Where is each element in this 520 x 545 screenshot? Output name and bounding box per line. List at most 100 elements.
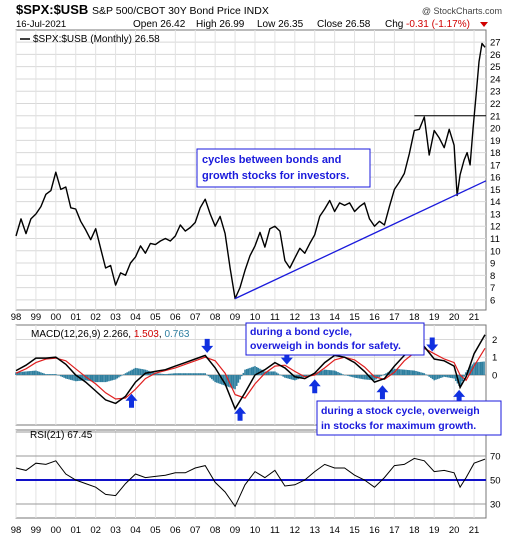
macd-histogram-bar: [166, 373, 168, 375]
macd-histogram-bar: [38, 371, 41, 375]
macd-histogram-bar: [446, 375, 449, 378]
price-x-tick-label: 11: [270, 312, 280, 323]
macd-histogram-bar: [272, 371, 275, 375]
macd-histogram-bar: [156, 373, 158, 375]
macd-histogram-bar: [55, 374, 57, 375]
macd-histogram-bar: [350, 375, 353, 377]
macd-histogram-bar: [28, 371, 31, 375]
macd-histogram-bar: [294, 375, 296, 381]
bottom-x-tick-label: 11: [270, 525, 280, 536]
macd-histogram-bar: [430, 375, 432, 378]
macd-histogram-bar: [206, 374, 208, 376]
macd-histogram-bar: [401, 369, 404, 375]
macd-histogram-bar: [179, 373, 182, 375]
down-arrow-icon: [426, 337, 439, 352]
macd-value: 2.266: [103, 329, 128, 340]
price-y-tick-label: 18: [490, 148, 501, 159]
macd-histogram-bar: [307, 375, 309, 376]
macd-histogram-bar: [426, 375, 429, 376]
macd-histogram-bar: [184, 373, 187, 375]
macd-histogram-bar: [84, 375, 87, 381]
price-x-tick-label: 06: [170, 312, 181, 323]
macd-histogram-bar: [476, 362, 479, 375]
macd-histogram-bar: [279, 374, 281, 376]
macd-histogram-bar: [33, 370, 36, 375]
bond-cycle-note-line1: during a bond cycle,: [250, 326, 352, 338]
macd-histogram-bar: [400, 369, 402, 375]
macd-histogram-bar: [416, 371, 419, 375]
macd-histogram-bar: [229, 375, 231, 388]
macd-histogram-bar: [381, 375, 384, 376]
macd-histogram-bar: [144, 369, 147, 375]
macd-histogram-bar: [468, 368, 470, 375]
macd-histogram-bar: [365, 375, 367, 380]
macd-histogram-bar: [51, 374, 54, 375]
price-x-tick-label: 02: [90, 312, 101, 323]
macd-histogram-bar: [260, 369, 263, 375]
price-x-tick-label: 04: [130, 312, 141, 323]
price-y-tick-label: 26: [490, 50, 501, 61]
macd-histogram-bar: [411, 370, 414, 375]
macd-histogram-bar: [142, 369, 145, 375]
macd-histogram-bar: [340, 373, 343, 375]
macd-histogram-bar: [347, 375, 349, 376]
macd-histogram-bar: [481, 361, 484, 375]
macd-histogram-bar: [230, 375, 233, 389]
bottom-x-tick-label: 14: [329, 525, 340, 536]
price-y-tick-label: 21: [490, 111, 501, 122]
macd-histogram-bar: [209, 375, 211, 378]
macd-histogram-bar: [30, 371, 32, 375]
macd-histogram-bar: [240, 375, 243, 377]
macd-histogram-bar: [128, 371, 130, 375]
macd-histogram-bar: [418, 371, 421, 375]
macd-histogram-bar: [423, 373, 426, 375]
macd-histogram-bar: [383, 374, 386, 375]
macd-histogram-bar: [337, 372, 339, 375]
macd-histogram-bar: [103, 375, 105, 383]
macd-histogram-bar: [275, 372, 278, 375]
price-y-tick-label: 17: [490, 160, 501, 171]
macd-histogram-bar: [89, 375, 92, 382]
macd-histogram-bar: [66, 375, 69, 379]
bottom-x-tick-label: 06: [170, 525, 181, 536]
bottom-x-tick-label: 12: [290, 525, 301, 536]
macd-histogram-bar: [360, 375, 362, 379]
macd-histogram-bar: [108, 375, 110, 382]
price-y-tick-label: 10: [490, 246, 501, 257]
macd-histogram-bar: [31, 370, 34, 375]
macd-histogram-bar: [171, 373, 173, 375]
macd-histogram-bar: [358, 375, 361, 379]
macd-histogram-bar: [254, 366, 256, 375]
macd-histogram-bar: [415, 371, 417, 375]
rsi-gridlines: 90705030: [15, 428, 501, 518]
macd-histogram-bar: [443, 375, 445, 377]
macd-histogram-bar: [50, 374, 52, 375]
macd-histogram-bar: [176, 373, 178, 375]
macd-histogram-bar: [207, 375, 210, 377]
macd-histogram-bar: [433, 375, 436, 381]
rsi-y-tick-label: 50: [490, 476, 501, 487]
macd-histogram-bar: [123, 374, 125, 375]
macd-histogram-bar: [98, 375, 100, 383]
macd-histogram-bar: [182, 373, 185, 375]
stock-cycle-note-line1: during a stock cycle, overweigh: [321, 405, 480, 417]
macd-y-tick-label: 0: [492, 371, 497, 382]
macd-histogram-bar: [406, 369, 409, 375]
macd-histogram-bar: [58, 375, 60, 376]
macd-histogram-bar: [342, 374, 344, 375]
macd-histogram-bar: [111, 375, 114, 381]
macd-histogram-bar: [74, 375, 77, 382]
macd-histogram-bar: [196, 373, 198, 375]
trend-line: [234, 180, 487, 300]
ohlc-low: Low 26.35: [257, 19, 304, 30]
price-y-tick-label: 14: [490, 197, 501, 208]
macd-histogram-bar: [131, 369, 133, 375]
macd-histogram-bar: [237, 375, 240, 383]
macd-histogram-bar: [345, 375, 348, 376]
macd-histogram-bar: [136, 368, 138, 375]
macd-histogram-bar: [255, 367, 258, 375]
price-x-tick-label: 09: [230, 312, 241, 323]
price-x-tick-label: 21: [469, 312, 480, 323]
macd-histogram-bar: [428, 375, 431, 377]
bottom-x-tick-label: 03: [110, 525, 121, 536]
